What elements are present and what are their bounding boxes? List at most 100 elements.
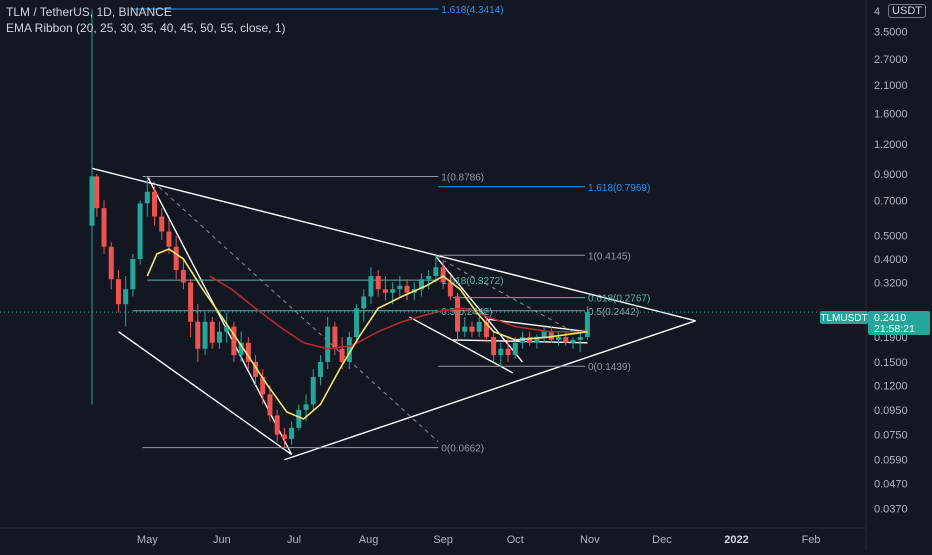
candle-body[interactable] (440, 267, 446, 283)
ema-fast-line (146, 248, 588, 420)
candle-body[interactable] (325, 326, 331, 362)
candle-body[interactable] (137, 203, 143, 260)
candle-body[interactable] (548, 331, 554, 340)
candle-body[interactable] (317, 361, 323, 377)
candle-body[interactable] (216, 331, 222, 343)
candle-body[interactable] (245, 342, 251, 362)
candle-body[interactable] (375, 276, 381, 290)
candle-body[interactable] (483, 321, 489, 338)
candle-body[interactable] (354, 308, 360, 338)
candle-body[interactable] (505, 348, 511, 356)
price-tick-label: 1.2000 (874, 139, 908, 151)
candle-body[interactable] (469, 326, 475, 332)
candle-body[interactable] (433, 267, 439, 277)
dashed-projection-line[interactable] (435, 256, 574, 333)
time-tick-label: Oct (507, 534, 524, 546)
fib-level-label: 0.5(0.2442) (588, 307, 639, 318)
candle-body[interactable] (303, 404, 309, 410)
candle-body[interactable] (426, 276, 432, 280)
candle-body[interactable] (238, 342, 244, 356)
trendline[interactable] (488, 318, 588, 333)
price-tick-label: 0.1200 (874, 380, 908, 392)
fib-level-label: 1.618(4.3414) (441, 5, 503, 16)
candle-body[interactable] (512, 342, 518, 356)
fib-level-label: 1(0.4145) (588, 251, 631, 262)
fib-level-label: 0(0.0662) (441, 444, 484, 455)
candle-body[interactable] (166, 231, 172, 247)
candle-body[interactable] (101, 208, 107, 247)
candle-body[interactable] (563, 337, 569, 343)
candle-body[interactable] (346, 337, 352, 362)
dashed-projection-line[interactable] (146, 175, 439, 443)
trendline[interactable] (118, 331, 293, 456)
symbol-badge[interactable] (820, 311, 868, 324)
price-tick-label: 0.1500 (874, 357, 908, 369)
candle-body[interactable] (224, 326, 230, 332)
last-price-badge[interactable] (868, 311, 930, 335)
trendline[interactable] (284, 320, 696, 461)
trendline[interactable] (91, 167, 696, 322)
candle-body[interactable] (556, 337, 562, 340)
candle-body[interactable] (310, 376, 316, 405)
candle-body[interactable] (108, 246, 114, 280)
candle-body[interactable] (209, 321, 215, 343)
candle-body[interactable] (180, 270, 186, 283)
candle-body[interactable] (491, 337, 497, 356)
candle-body[interactable] (89, 176, 95, 226)
candle-body[interactable] (390, 289, 396, 293)
candle-body[interactable] (455, 296, 461, 332)
candle-body[interactable] (267, 394, 273, 416)
candle-body[interactable] (144, 191, 150, 204)
fib-level-label: 1.618(0.3272) (441, 276, 503, 287)
candle-body[interactable] (447, 282, 453, 297)
candle-body[interactable] (274, 415, 280, 435)
fib-level-label: 1(0.8786) (441, 173, 484, 184)
candle-body[interactable] (498, 348, 504, 356)
candle-body[interactable] (260, 376, 266, 395)
candle-body[interactable] (253, 361, 259, 377)
candle-body[interactable] (418, 279, 424, 290)
price-axis-background (866, 0, 932, 550)
candle-body[interactable] (202, 321, 208, 349)
candle-body[interactable] (130, 259, 136, 290)
candle-body[interactable] (173, 246, 179, 271)
price-tick-label: 0.0590 (874, 455, 908, 467)
candle-body[interactable] (332, 326, 338, 349)
currency-selector[interactable]: USDT (888, 4, 926, 18)
trendline[interactable] (409, 316, 514, 374)
candle-body[interactable] (584, 312, 590, 338)
candle-body[interactable] (368, 276, 374, 297)
candle-body[interactable] (462, 326, 468, 332)
candle-body[interactable] (94, 176, 100, 209)
symbol-badge-label: TLMUSDT (820, 313, 867, 324)
candle-body[interactable] (577, 337, 583, 340)
candle-body[interactable] (527, 337, 533, 343)
candle-body[interactable] (541, 331, 547, 338)
candle-body[interactable] (281, 434, 287, 439)
candle-body[interactable] (382, 289, 388, 293)
candle-body[interactable] (404, 285, 410, 293)
candle-body[interactable] (570, 339, 576, 343)
candle-body[interactable] (476, 321, 482, 332)
candle-body[interactable] (188, 282, 194, 322)
candle-body[interactable] (231, 326, 237, 356)
price-tick-label: 3.5000 (874, 27, 908, 39)
time-tick-label: Jul (287, 534, 301, 546)
candle-body[interactable] (339, 348, 345, 362)
candle-body[interactable] (195, 321, 201, 349)
candle-body[interactable] (296, 409, 302, 428)
fib-level-label: 0.618(0.2767) (588, 294, 650, 305)
candle-body[interactable] (361, 296, 367, 309)
candle-body[interactable] (397, 285, 403, 290)
candle-body[interactable] (159, 216, 165, 232)
price-tick-label: 2.1000 (874, 80, 908, 92)
candle-body[interactable] (115, 279, 121, 305)
price-tick-label: 0.0470 (874, 479, 908, 491)
candle-body[interactable] (289, 427, 295, 439)
price-tick-label: 0.0750 (874, 430, 908, 442)
candle-body[interactable] (152, 191, 158, 217)
candle-body[interactable] (534, 337, 540, 343)
candle-body[interactable] (123, 289, 129, 305)
